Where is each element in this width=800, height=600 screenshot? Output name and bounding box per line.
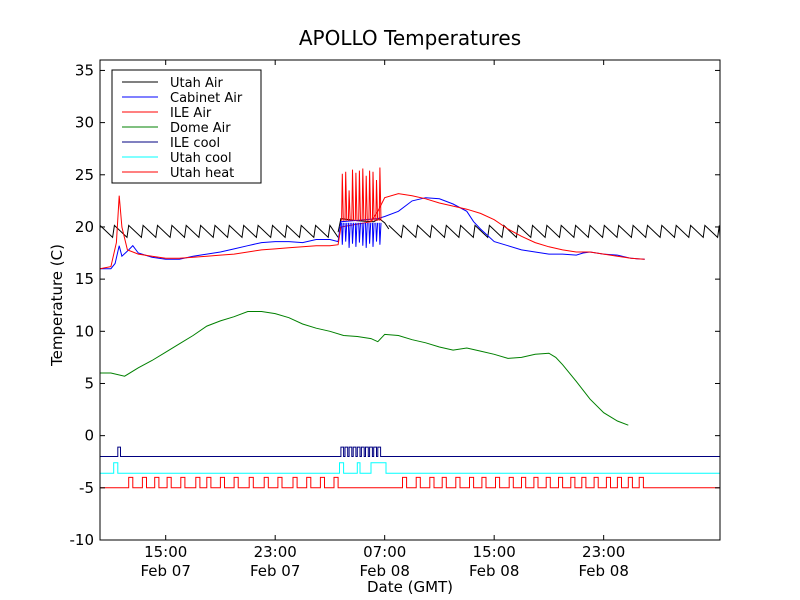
series-ile-air-spikes (341, 167, 382, 221)
legend-label: Utah Air (170, 76, 223, 91)
legend-label: Utah cool (170, 151, 232, 166)
y-tick-label: 35 (75, 61, 94, 79)
y-tick-label: 5 (84, 374, 94, 392)
dip-mark (361, 222, 365, 246)
series-line-ile-air (99, 193, 645, 270)
dip-mark (371, 222, 375, 247)
y-tick-label: 15 (75, 270, 94, 288)
x-axis-label: Date (GMT) (367, 578, 453, 596)
dip-mark (341, 222, 344, 245)
series-utah-heat (100, 476, 720, 489)
x-tick-label: 07:00 (363, 543, 406, 561)
series-line-utah-air-mid (337, 218, 390, 233)
series-line-utah-heat (100, 476, 720, 489)
series-line-utah-air-seg0 (99, 224, 339, 239)
dip-mark (375, 222, 379, 242)
x-tick-label: 23:00 (254, 543, 297, 561)
legend-item-utah-air: Utah Air (122, 76, 223, 91)
legend-label: Utah heat (170, 166, 234, 181)
dip-mark (378, 222, 382, 245)
series-dome-air (100, 311, 629, 426)
legend-item-cabinet-air: Cabinet Air (122, 91, 243, 106)
dip-mark (351, 222, 355, 244)
spike-mark (358, 170, 361, 221)
spike-mark (368, 170, 372, 221)
spike-mark (371, 171, 375, 221)
legend-label: ILE cool (170, 136, 220, 151)
spike-mark (354, 172, 358, 221)
y-axis-label: Temperature (C) (48, 244, 66, 367)
series-utah-cool (100, 462, 720, 474)
dip-mark (358, 222, 361, 243)
y-tick-label: 25 (75, 166, 94, 184)
series-line-utah-air-seg1 (388, 224, 721, 239)
spike-mark (361, 168, 365, 221)
spike-mark (365, 175, 368, 221)
y-tick-label: -10 (70, 531, 95, 549)
legend-item-ile-cool: ILE cool (122, 136, 220, 151)
dip-mark (344, 222, 348, 242)
x-tick-date-label: Feb 08 (359, 562, 409, 580)
x-tick-label: 15:00 (473, 543, 516, 561)
series-layer (99, 167, 721, 489)
spike-mark (375, 179, 379, 221)
y-tick-label: 30 (75, 114, 94, 132)
y-tick-label: -5 (79, 479, 94, 497)
dip-mark (354, 222, 358, 247)
dip-mark (365, 222, 368, 248)
x-tick-label: 23:00 (582, 543, 625, 561)
series-cabinet-air-dips (341, 222, 382, 248)
spike-mark (341, 173, 344, 221)
y-tick-label: 0 (84, 427, 94, 445)
x-tick-date-label: Feb 08 (578, 562, 628, 580)
spike-mark (351, 169, 355, 221)
series-cabinet-air (100, 197, 645, 270)
spike-mark (347, 190, 351, 221)
x-tick-date-label: Feb 07 (140, 562, 190, 580)
legend-item-ile-air: ILE Air (122, 106, 212, 121)
legend-item-dome-air: Dome Air (122, 121, 231, 136)
dip-mark (368, 222, 372, 244)
x-tick-label: 15:00 (144, 543, 187, 561)
legend-label: ILE Air (170, 106, 212, 121)
spike-mark (378, 167, 382, 221)
legend-item-utah-cool: Utah cool (122, 151, 232, 166)
series-line-dome-air (100, 311, 629, 426)
y-tick-label: 10 (75, 322, 94, 340)
x-tick-date-label: Feb 08 (469, 562, 519, 580)
series-line-ile-cool (100, 446, 720, 457)
legend-item-utah-heat: Utah heat (122, 166, 234, 181)
series-line-cabinet-air (100, 197, 645, 270)
plot-frame (99, 59, 721, 541)
x-tick-date-label: Feb 07 (250, 562, 300, 580)
dip-mark (347, 222, 351, 248)
chart-title: APOLLO Temperatures (299, 26, 521, 50)
series-utah-air (99, 218, 721, 239)
y-tick-label: 20 (75, 218, 94, 236)
series-ile-cool (100, 446, 720, 457)
legend-label: Dome Air (170, 121, 231, 136)
legend-label: Cabinet Air (170, 91, 243, 106)
series-ile-air (99, 193, 645, 270)
series-line-utah-cool (100, 462, 720, 474)
spike-mark (344, 171, 348, 221)
